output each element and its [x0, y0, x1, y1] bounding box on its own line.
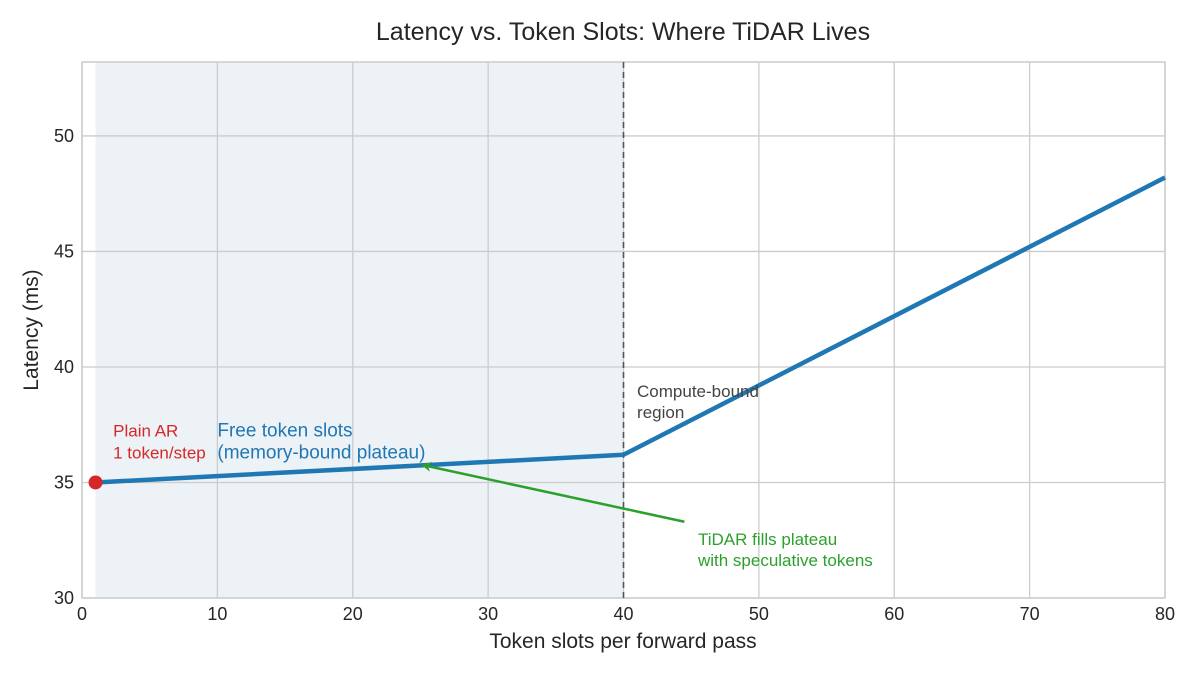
free-slots-annotation: (memory-bound plateau)	[217, 442, 425, 463]
latency-series-line	[95, 175, 1167, 485]
plot-area: 0 10 20 30 40 50 60 70 80 30 35 40 45 50 Plain AR 1 tok…	[54, 61, 1175, 624]
y-tick-label: 45	[54, 241, 74, 261]
memory-bound-region	[95, 62, 624, 598]
free-slots-annotation: Free token slots	[217, 420, 352, 441]
plain-ar-annotation: 1 token/step	[113, 443, 206, 462]
x-tick-label: 60	[884, 604, 904, 624]
x-tick-label: 20	[343, 604, 363, 624]
y-tick-label: 40	[54, 357, 74, 377]
tidar-annotation: with speculative tokens	[697, 551, 873, 570]
plain-ar-marker	[88, 475, 103, 490]
tidar-annotation: TiDAR fills plateau	[698, 530, 837, 549]
compute-bound-annotation: Compute-bound	[637, 382, 759, 401]
x-tick-label: 70	[1020, 604, 1040, 624]
x-tick-label: 30	[478, 604, 498, 624]
x-axis-label: Token slots per forward pass	[489, 630, 756, 653]
y-tick-label: 35	[54, 472, 74, 492]
x-tick-label: 80	[1155, 604, 1175, 624]
compute-bound-annotation: region	[637, 403, 684, 422]
x-tick-label: 50	[749, 604, 769, 624]
y-tick-label: 30	[54, 588, 74, 608]
plain-ar-annotation: Plain AR	[113, 421, 178, 440]
chart-title: Latency vs. Token Slots: Where TiDAR Liv…	[376, 18, 870, 46]
y-tick-label: 50	[54, 126, 74, 146]
x-tick-label: 10	[207, 604, 227, 624]
y-axis-label: Latency (ms)	[20, 269, 43, 390]
tidar-arrow	[421, 461, 685, 523]
x-tick-label: 0	[77, 604, 87, 624]
x-tick-label: 40	[613, 604, 633, 624]
